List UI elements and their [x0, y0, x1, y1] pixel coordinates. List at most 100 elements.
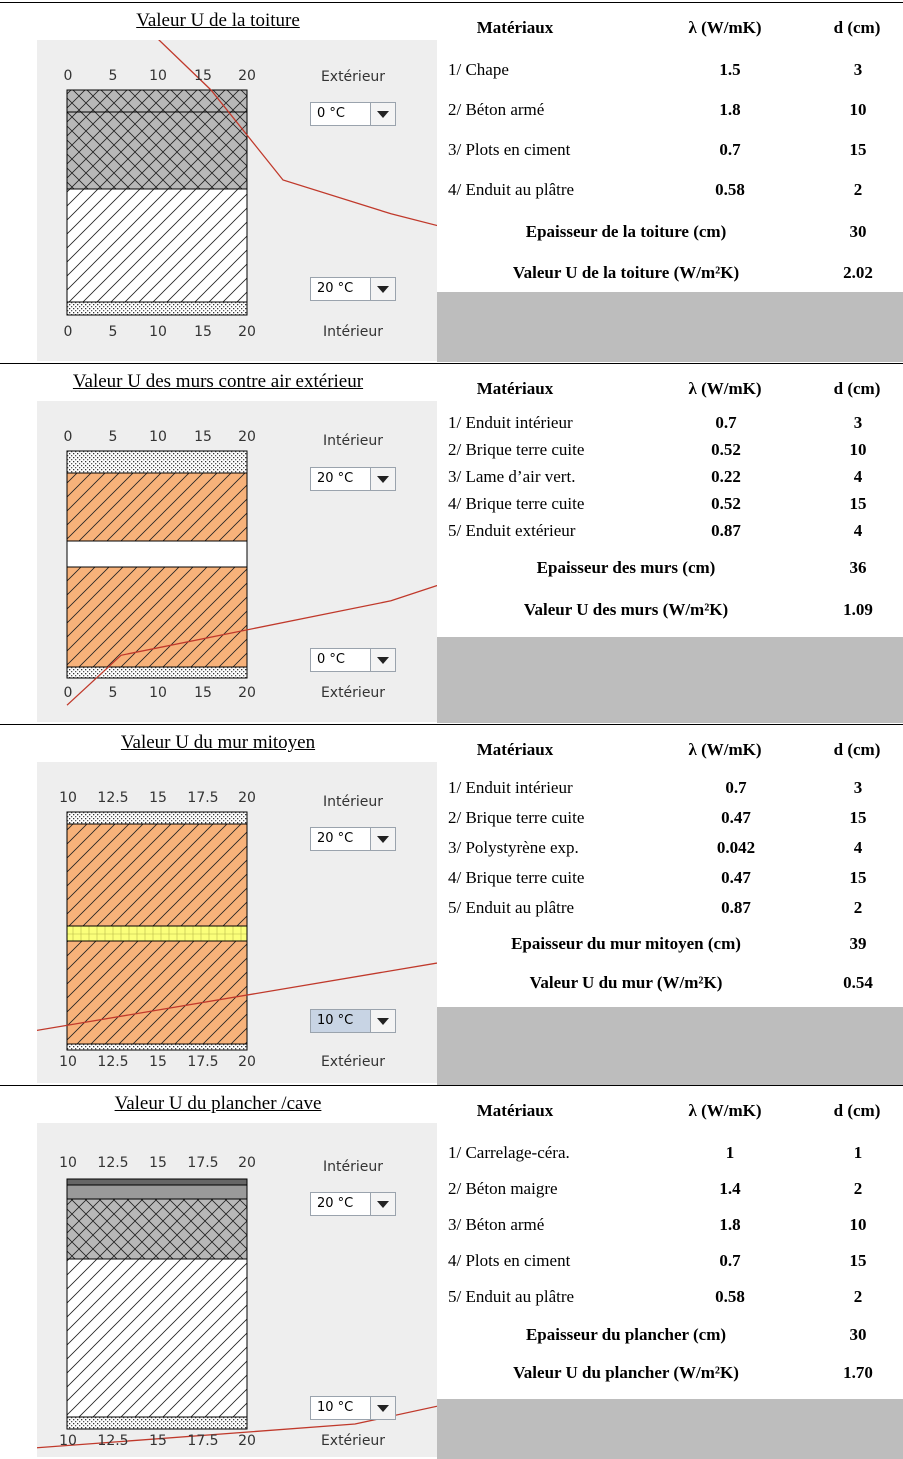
chevron-down-icon[interactable]: [370, 468, 395, 490]
top-temperature-select[interactable]: 20 °C: [310, 467, 396, 491]
top-temperature-select[interactable]: 20 °C: [310, 1192, 396, 1216]
tick-label-bottom: 20: [238, 685, 256, 701]
section-roof: Valeur U de la toiture 0 5 10 15 20 0 5 …: [0, 2, 903, 363]
select-value: 0 °C: [317, 652, 345, 667]
header-lambda: λ (W/mK): [688, 1101, 762, 1120]
layer-diagram-panel: 10 12.5 15 17.5 20 10 12.5 15 17.5 20 In…: [37, 762, 437, 1083]
material-thickness: 10: [849, 100, 867, 119]
tick-label-bottom: 17.5: [187, 1433, 219, 1449]
tick-label-top: 0: [63, 429, 73, 445]
u-value: 0.54: [843, 973, 873, 992]
section-divider: [0, 2, 903, 3]
section-floor: Valeur U du plancher /cave 10 12.5 15 17…: [0, 1085, 903, 1459]
layer-enduit-exterieur: [66, 666, 248, 679]
thickness-summary-label: Epaisseur des murs (cm): [536, 558, 716, 577]
section-title: Valeur U du plancher /cave: [114, 1093, 322, 1114]
chevron-down-icon[interactable]: [370, 278, 395, 300]
layer-enduit-platre: [66, 301, 248, 316]
thickness-summary-label: Epaisseur de la toiture (cm): [525, 222, 727, 241]
chevron-down-icon[interactable]: [370, 649, 395, 671]
material-name: 1/ Enduit intérieur: [448, 413, 573, 432]
material-thickness: 15: [849, 808, 867, 827]
tick-label-bottom: 15: [149, 1433, 167, 1449]
bottom-temperature-select[interactable]: 20 °C: [310, 277, 396, 301]
material-name: 2/ Brique terre cuite: [448, 808, 585, 827]
tick-label-bottom: 20: [238, 1054, 256, 1070]
top-side-label: Intérieur: [323, 794, 383, 810]
thickness-summary-label: Epaisseur du mur mitoyen (cm): [511, 934, 741, 953]
layer-lame-air: [66, 540, 248, 568]
chevron-down-icon[interactable]: [370, 1193, 395, 1215]
u-value: 1.09: [843, 600, 873, 619]
material-name: 3/ Plots en ciment: [448, 140, 571, 159]
material-thickness: 2: [853, 1179, 863, 1198]
tick-label-bottom: 5: [108, 324, 118, 340]
select-value: 20 °C: [317, 831, 354, 846]
thickness-summary-label: Epaisseur du plancher (cm): [525, 1325, 727, 1344]
chevron-down-icon[interactable]: [370, 828, 395, 850]
tick-label-bottom: 15: [149, 1054, 167, 1070]
bottom-temperature-select[interactable]: 10 °C: [310, 1009, 396, 1033]
layer-diagram: [37, 811, 437, 1051]
material-lambda: 0.7: [715, 413, 737, 432]
material-lambda: 1.8: [719, 1215, 741, 1234]
top-temperature-select[interactable]: 0 °C: [310, 102, 396, 126]
chevron-down-icon[interactable]: [370, 1010, 395, 1032]
top-temperature-select[interactable]: 20 °C: [310, 827, 396, 851]
result-placeholder-box: [437, 1399, 903, 1459]
top-side-label: Extérieur: [320, 69, 386, 85]
tick-label-bottom: 0: [63, 685, 73, 701]
material-thickness: 3: [853, 413, 863, 432]
tick-label-top: 10: [149, 429, 167, 445]
material-name: 3/ Lame d’air vert.: [448, 467, 576, 486]
chevron-down-icon[interactable]: [370, 103, 395, 125]
chevron-down-icon[interactable]: [370, 1397, 395, 1419]
result-placeholder-box: [437, 292, 903, 362]
tick-label-bottom: 10: [149, 324, 167, 340]
header-thickness: d (cm): [833, 18, 881, 37]
material-lambda: 1.4: [719, 1179, 741, 1198]
tick-label-top: 15: [194, 68, 212, 84]
layer-diagram-panel: 0 5 10 15 20 0 5 10 15 20 Extérieur 0 °C…: [37, 40, 437, 361]
tick-label-top: 17.5: [187, 1155, 219, 1171]
bottom-temperature-select[interactable]: 0 °C: [310, 648, 396, 672]
material-lambda: 0.52: [711, 440, 741, 459]
tick-label-top: 12.5: [97, 790, 129, 806]
tick-label-top: 17.5: [187, 790, 219, 806]
material-thickness: 2: [853, 898, 863, 917]
select-value: 20 °C: [317, 471, 354, 486]
material-name: 1/ Chape: [448, 60, 509, 79]
header-materials: Matériaux: [476, 740, 554, 759]
material-thickness: 2: [853, 180, 863, 199]
tick-label-top: 12.5: [97, 1155, 129, 1171]
tick-label-top: 10: [59, 1155, 77, 1171]
material-name: 4/ Brique terre cuite: [448, 868, 585, 887]
material-lambda: 0.58: [715, 180, 745, 199]
material-name: 3/ Béton armé: [448, 1215, 545, 1234]
tick-label-bottom: 10: [149, 685, 167, 701]
material-thickness: 3: [853, 60, 863, 79]
header-thickness: d (cm): [833, 1101, 881, 1120]
material-lambda: 0.52: [711, 494, 741, 513]
top-side-label: Intérieur: [323, 1159, 383, 1175]
bottom-temperature-select[interactable]: 10 °C: [310, 1396, 396, 1420]
u-value-label: Valeur U du plancher (W/m²K): [513, 1363, 739, 1382]
select-value: 10 °C: [317, 1400, 354, 1415]
layer-diagram: [66, 40, 437, 316]
material-lambda: 1.8: [719, 100, 741, 119]
material-lambda: 0.87: [721, 898, 751, 917]
material-name: 2/ Brique terre cuite: [448, 440, 585, 459]
material-lambda: 0.47: [721, 868, 751, 887]
header-materials: Matériaux: [476, 379, 554, 398]
material-thickness: 10: [849, 440, 867, 459]
material-name: 2/ Béton armé: [448, 100, 545, 119]
thickness-summary-value: 30: [849, 222, 867, 241]
section-title: Valeur U de la toiture: [136, 10, 300, 31]
bottom-side-label: Intérieur: [323, 324, 383, 340]
tick-label-top: 10: [149, 68, 167, 84]
layer-enduit-platre: [66, 1043, 248, 1051]
tick-label-top: 20: [238, 1155, 256, 1171]
layer-diagram-panel: 0 5 10 15 20 0 5 10 15 20 Intérieur 20 °…: [37, 401, 437, 722]
layer-diagram: [37, 1178, 437, 1449]
tick-label-bottom: 5: [108, 685, 118, 701]
